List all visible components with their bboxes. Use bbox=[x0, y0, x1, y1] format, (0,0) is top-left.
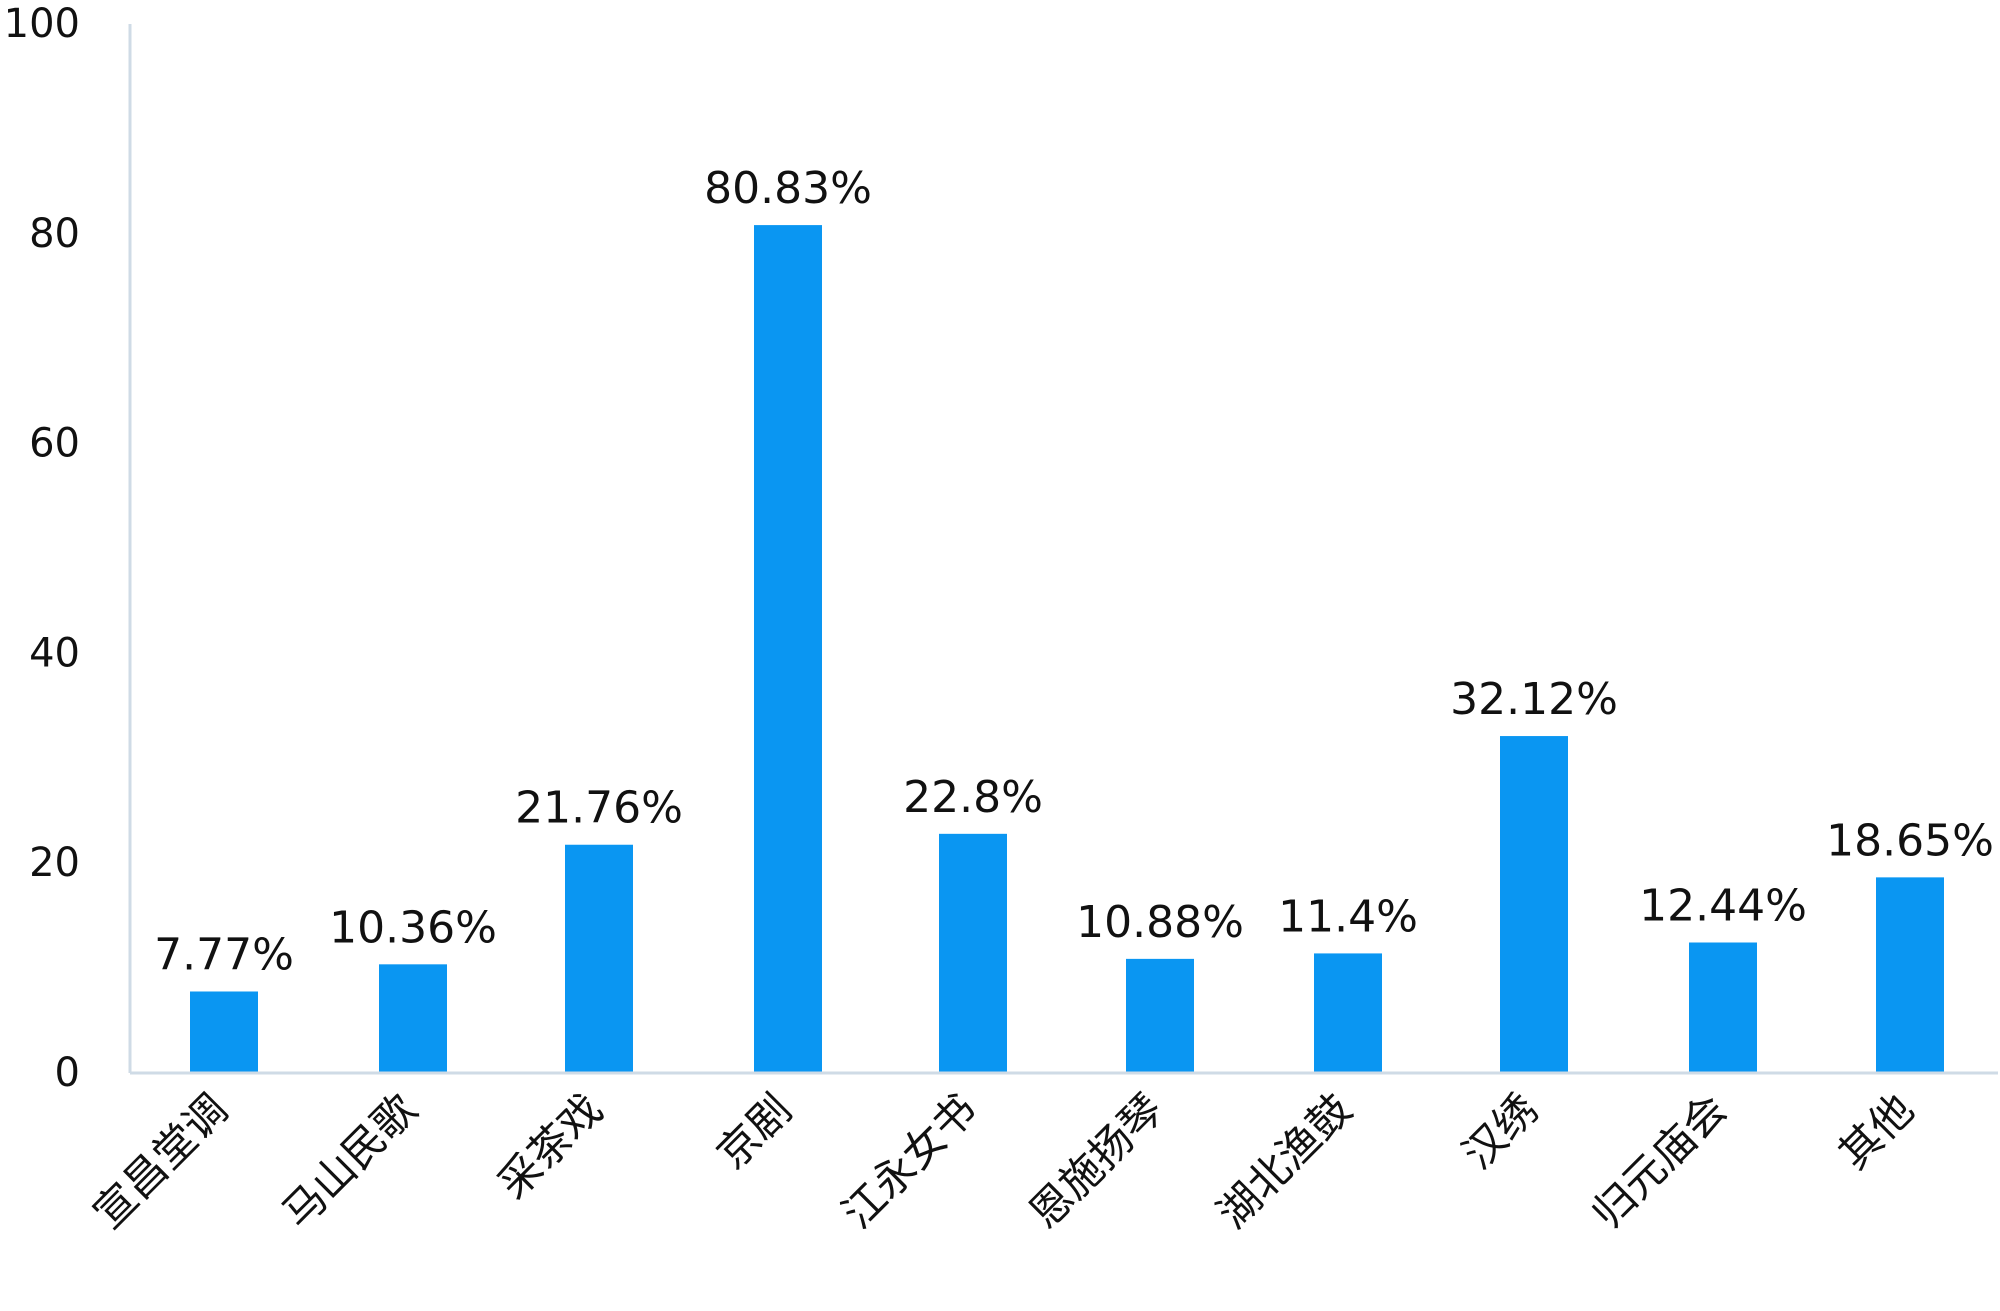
bar-6 bbox=[1126, 958, 1194, 1073]
data-label-3: 21.76% bbox=[515, 783, 683, 834]
y-axis-ticks: 0 20 40 60 80 100 bbox=[4, 1, 80, 1096]
category-label-5: 江永女书 bbox=[833, 1084, 986, 1237]
data-label-6: 10.88% bbox=[1076, 897, 1244, 948]
category-label-2: 马山民歌 bbox=[273, 1084, 426, 1237]
category-labels-group: 宣昌堂调 马山民歌 采茶戏 京剧 江永女书 恩施扬琴 湖北渔鼓 汉绣 归元庙会 其他 bbox=[84, 1084, 1923, 1237]
bar-5 bbox=[939, 833, 1007, 1073]
category-label-6: 恩施扬琴 bbox=[1020, 1084, 1173, 1237]
bar-8 bbox=[1500, 736, 1568, 1073]
y-tick-label-80: 80 bbox=[29, 211, 80, 257]
y-tick-label-60: 60 bbox=[29, 421, 80, 467]
category-label-4: 京剧 bbox=[707, 1084, 801, 1178]
data-label-5: 22.8% bbox=[903, 772, 1043, 823]
bar-7 bbox=[1314, 953, 1382, 1073]
bar-4 bbox=[754, 225, 822, 1073]
data-label-9: 12.44% bbox=[1639, 881, 1807, 932]
category-label-9: 归元庙会 bbox=[1583, 1084, 1736, 1237]
y-tick-label-40: 40 bbox=[29, 630, 80, 676]
bar-9 bbox=[1689, 942, 1757, 1073]
bar-2 bbox=[379, 964, 447, 1073]
data-labels-group: 7.77% 10.36% 21.76% 80.83% 22.8% 10.88% 11.4% 3… bbox=[154, 163, 1994, 980]
bars-group bbox=[190, 225, 1944, 1073]
category-label-1: 宣昌堂调 bbox=[84, 1084, 237, 1237]
category-label-8: 汉绣 bbox=[1453, 1084, 1547, 1178]
category-label-7: 湖北渔鼓 bbox=[1208, 1084, 1361, 1237]
bar-10 bbox=[1876, 877, 1944, 1073]
y-tick-label-0: 0 bbox=[55, 1050, 80, 1096]
category-label-10: 其他 bbox=[1829, 1084, 1923, 1178]
data-label-2: 10.36% bbox=[329, 902, 497, 953]
bar-3 bbox=[565, 844, 633, 1073]
data-label-7: 11.4% bbox=[1278, 891, 1418, 942]
data-label-4: 80.83% bbox=[704, 163, 872, 214]
data-label-8: 32.12% bbox=[1450, 674, 1618, 725]
y-tick-label-100: 100 bbox=[4, 1, 80, 47]
category-label-3: 采茶戏 bbox=[488, 1084, 612, 1208]
y-tick-label-20: 20 bbox=[29, 840, 80, 886]
data-label-10: 18.65% bbox=[1826, 815, 1994, 866]
data-label-1: 7.77% bbox=[154, 929, 294, 980]
bar-1 bbox=[190, 991, 258, 1073]
